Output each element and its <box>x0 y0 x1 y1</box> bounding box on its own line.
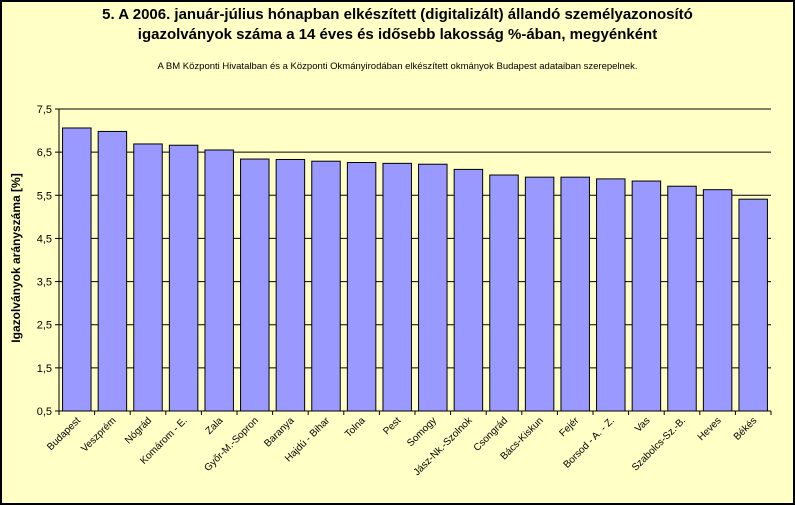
chart-subtitle: A BM Központi Hivatalban és a Központi O… <box>157 61 638 72</box>
y-tick-label: 3,5 <box>37 277 52 289</box>
y-tick-label: 7,5 <box>37 104 52 116</box>
x-tick-label: Budapest <box>45 415 83 453</box>
bar <box>168 144 199 412</box>
bar <box>453 168 484 412</box>
x-tick-label: Békés <box>732 415 759 442</box>
bar <box>667 185 697 412</box>
y-tick-label: 6,5 <box>37 147 52 159</box>
axes <box>55 108 772 415</box>
x-tick-label: Nógrád <box>123 415 154 446</box>
x-tick-label: Vas <box>633 415 652 434</box>
chart-title: 5. A 2006. január-július hónapban elkész… <box>102 6 693 23</box>
bar <box>631 180 662 412</box>
bar <box>311 160 341 412</box>
x-tick-label: Zala <box>204 415 226 437</box>
bar <box>346 161 377 412</box>
y-tick-label: 5,5 <box>37 190 52 202</box>
bar <box>133 143 163 412</box>
bar <box>275 158 306 412</box>
bar <box>204 149 234 412</box>
y-tick-label: 0,5 <box>37 406 52 418</box>
x-tick-label: Baranya <box>262 415 296 449</box>
bars <box>62 127 768 412</box>
x-tick-label: Pest <box>381 415 403 437</box>
bar <box>524 176 555 412</box>
bar <box>240 158 270 412</box>
y-axis-label: Igazolványok arányszáma [%] <box>9 173 23 342</box>
grid-lines <box>59 108 771 369</box>
y-tick-label: 2,5 <box>37 320 52 332</box>
x-tick-label: Fejér <box>557 415 581 439</box>
y-tick-label: 4,5 <box>37 233 52 245</box>
bar <box>382 162 412 412</box>
bar <box>489 174 519 412</box>
bar <box>738 198 768 412</box>
x-tick-label: Tolna <box>343 415 368 440</box>
bar <box>596 178 626 412</box>
bar <box>702 189 733 412</box>
y-tick-label: 1,5 <box>37 363 52 375</box>
x-tick-label: Heves <box>696 415 724 443</box>
bar <box>97 130 128 412</box>
x-tick-label: Veszprém <box>79 415 118 454</box>
bar <box>560 176 590 412</box>
y-tick-labels: 0,5 1,5 2,5 3,5 4,5 5,5 6,5 7,5 <box>37 104 52 418</box>
bar <box>62 127 92 412</box>
x-tick-label: Somogy <box>405 415 439 449</box>
chart-title-line2: igazolványok száma a 14 éves és idősebb … <box>137 26 658 43</box>
bar <box>418 163 448 412</box>
